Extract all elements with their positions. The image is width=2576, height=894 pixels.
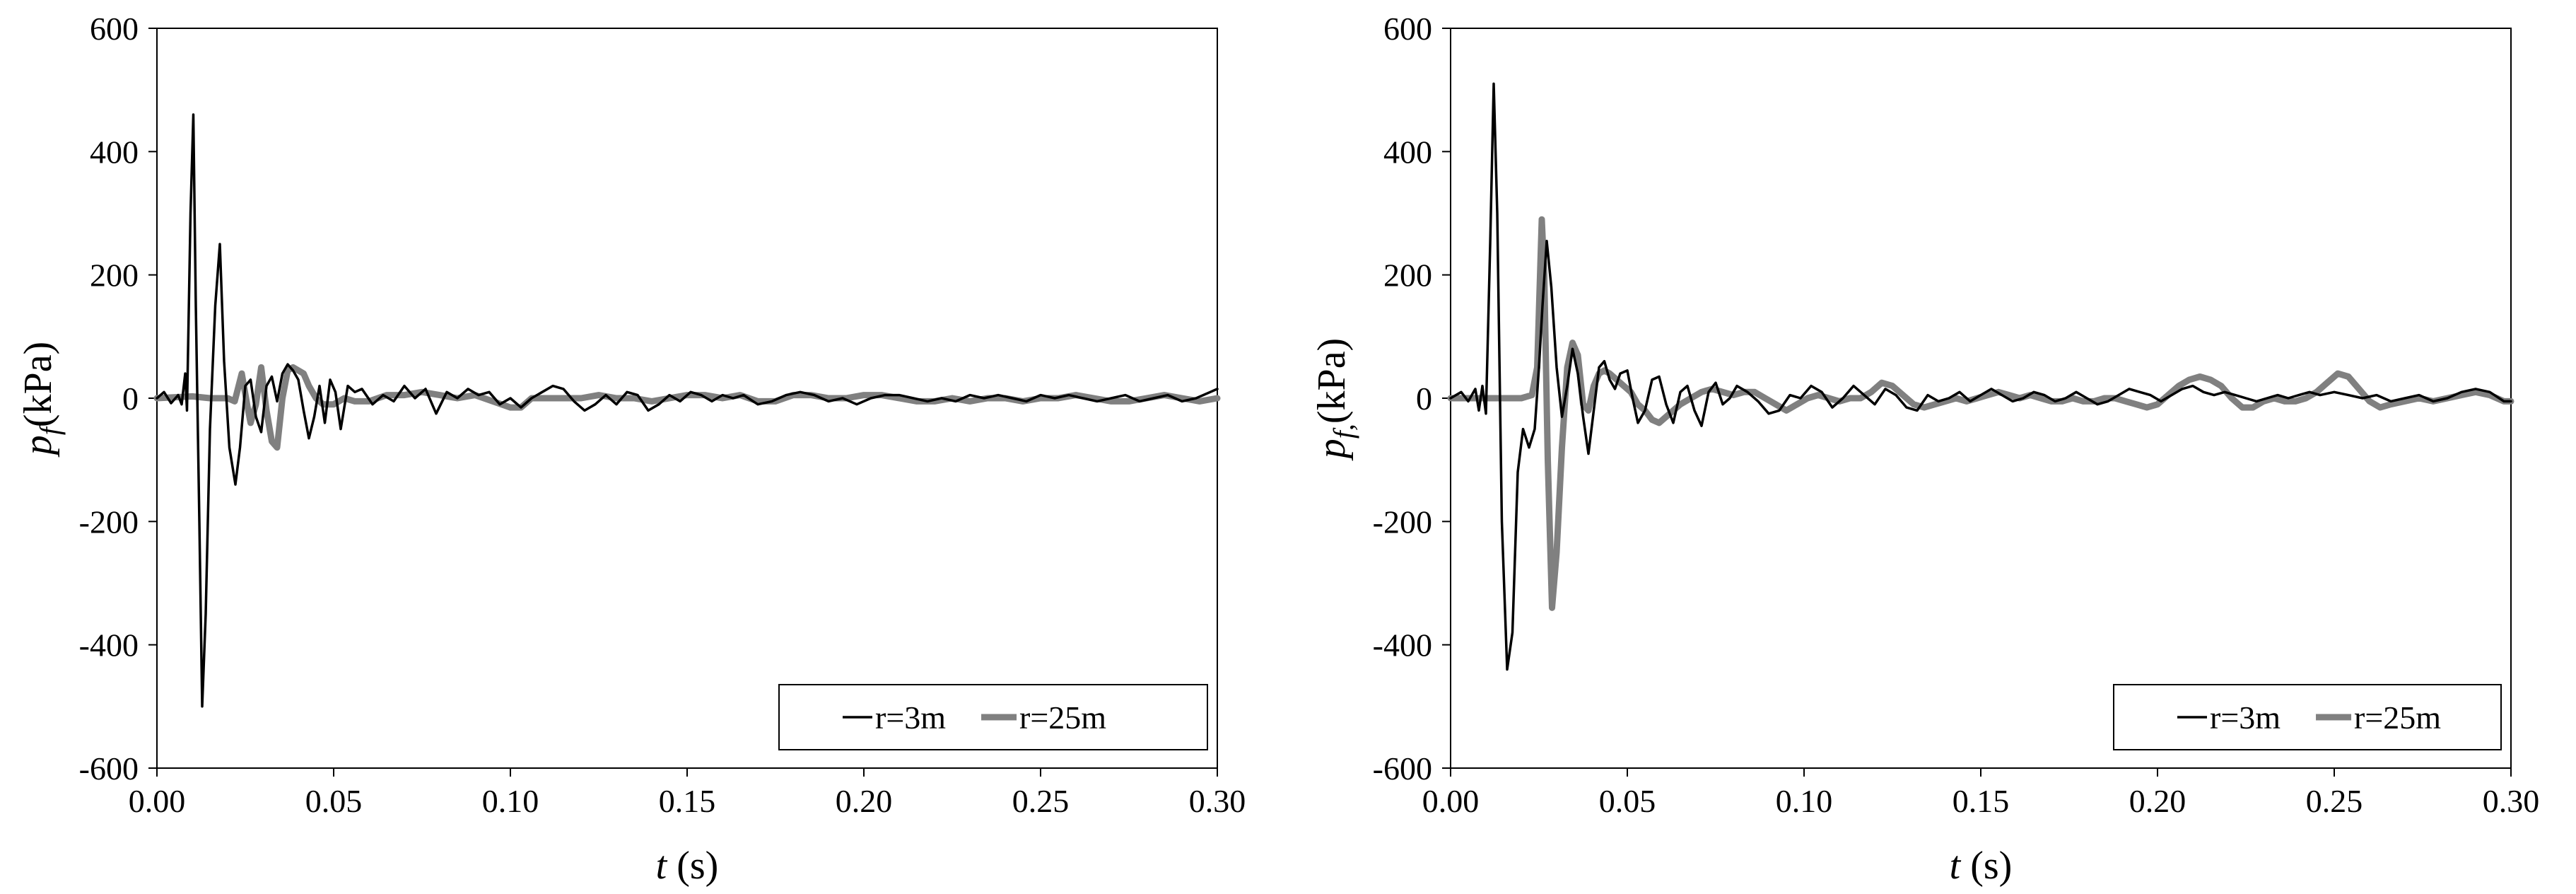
legend-label: r=25m xyxy=(2354,699,2441,736)
legend-label: r=3m xyxy=(2210,699,2281,736)
x-tick-label: 0.00 xyxy=(129,783,186,819)
y-tick-label: 200 xyxy=(1383,257,1432,294)
x-tick-label: 0.05 xyxy=(305,783,363,819)
series-line-r=25m xyxy=(1447,216,2514,611)
y-tick-label: 0 xyxy=(122,381,139,417)
y-tick-label: 600 xyxy=(1383,11,1432,47)
legend-box xyxy=(2113,684,2502,750)
legend: r=3m r=25m xyxy=(778,684,1208,750)
chart-panel-2: -600 -400 -200 0 200 400 600 0.00 0.05 0.10 0.15 0.… xyxy=(1310,11,2539,888)
y-axis-unit: (kPa) xyxy=(16,342,60,427)
x-tick-label: 0.00 xyxy=(1422,783,1480,819)
y-tick-label: 600 xyxy=(90,11,139,47)
chart-panel-1: -600 -400 -200 0 200 400 600 0.00 0.05 0.10 0.15 0.… xyxy=(16,11,1246,888)
y-axis-subscript: f, xyxy=(1328,424,1359,439)
y-tick-label: 0 xyxy=(1416,381,1432,417)
y-axis-title: pf,(kPa) xyxy=(1310,338,1359,461)
x-tick-label: 0.20 xyxy=(2129,783,2186,819)
y-tick-label: -600 xyxy=(1373,750,1432,786)
x-tick-label: 0.10 xyxy=(482,783,539,819)
y-tick-label: 200 xyxy=(90,257,139,294)
series-line-r=3m xyxy=(1449,82,2512,671)
x-tick-label: 0.05 xyxy=(1599,783,1656,819)
x-tick-label: 0.30 xyxy=(1189,783,1246,819)
y-tick-label: -600 xyxy=(79,750,139,786)
y-tick-label: -400 xyxy=(1373,627,1432,663)
y-tick-label: -200 xyxy=(1373,504,1432,540)
y-axis-unit: (kPa) xyxy=(1310,338,1354,424)
x-axis-unit: (s) xyxy=(667,844,718,888)
y-axis-variable: p xyxy=(1310,439,1354,461)
x-tick-label: 0.15 xyxy=(659,783,716,819)
y-axis-title: pf(kPa) xyxy=(16,342,66,458)
x-axis-variable: t xyxy=(656,844,668,888)
x-tick-label: 0.25 xyxy=(2306,783,2363,819)
legend-label: r=25m xyxy=(1019,699,1106,736)
x-tick-label: 0.20 xyxy=(836,783,893,819)
y-axis-variable: p xyxy=(16,435,60,458)
x-axis-unit: (s) xyxy=(1960,844,2012,888)
x-axis-variable: t xyxy=(1950,844,1962,888)
series-line-r=3m xyxy=(156,113,1219,708)
x-tick-label: 0.15 xyxy=(1953,783,2010,819)
x-tick-label: 0.25 xyxy=(1012,783,1070,819)
y-tick-label: 400 xyxy=(90,134,139,170)
y-tick-label: 400 xyxy=(1383,134,1432,170)
x-axis-title: t (s) xyxy=(1950,844,2013,888)
legend: r=3m r=25m xyxy=(2113,684,2502,750)
y-tick-label: -200 xyxy=(79,504,139,540)
legend-label: r=3m xyxy=(875,699,946,736)
x-tick-label: 0.10 xyxy=(1776,783,1833,819)
y-tick-label: -400 xyxy=(79,627,139,663)
x-tick-label: 0.30 xyxy=(2483,783,2540,819)
x-axis-title: t (s) xyxy=(656,844,719,888)
